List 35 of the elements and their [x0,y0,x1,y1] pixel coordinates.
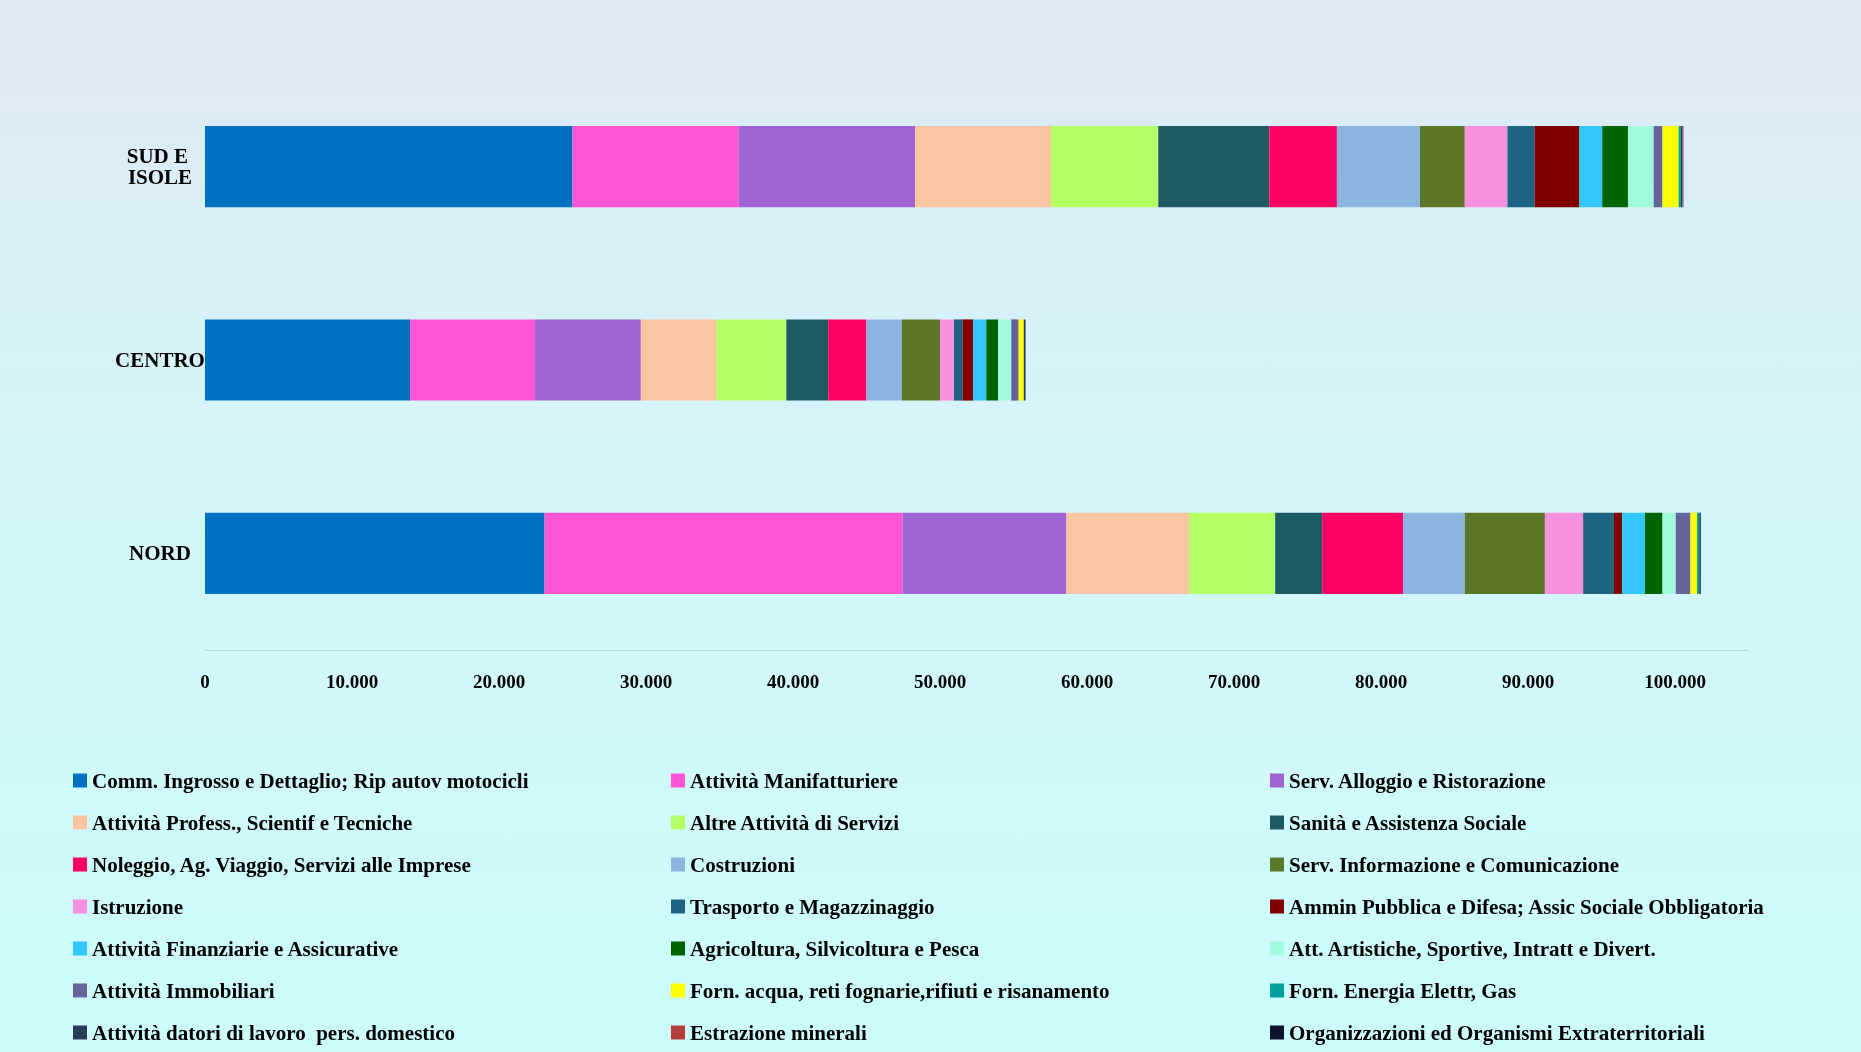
x-tick-label: 30.000 [619,671,673,692]
legend-label: Sanità e Assistenza Sociale [1289,810,1527,835]
legend-label: Altre Attività di Servizi [690,810,900,835]
x-tick-label: 60.000 [1060,671,1114,692]
x-tick-label: 100.000 [1644,671,1706,692]
legend-label: Serv. Informazione e Comunicazione [1289,852,1620,877]
y-tick-label: CENTRO [115,348,205,372]
legend-label: Organizzazioni ed Organismi Extraterritoriali [1289,1020,1705,1045]
legend-label: Attività Finanziarie e Assicurative [92,936,399,961]
legend-label: Istruzione [92,894,183,919]
legend-label: Attività Manifatturiere [690,768,898,793]
legend-label: Att. Artistiche, Sportive, Intratt e Divert. [1289,936,1656,961]
legend-label: Attività Profess., Scientif e Tecniche [92,810,413,835]
legend-label: Attività datori di lavoro pers. domestico [92,1020,455,1045]
legend-label: Costruzioni [690,852,796,877]
legend-label: Agricoltura, Silvicoltura e Pesca [690,936,980,961]
legend-label: Forn. acqua, reti fognarie,rifiuti e risanamento [690,978,1110,1003]
x-tick-label: 40.000 [766,671,820,692]
legend-label: Attività Immobiliari [92,978,275,1003]
legend-label: Estrazione minerali [690,1020,867,1045]
legend-label: Forn. Energia Elettr, Gas [1289,978,1517,1003]
legend-label: Comm. Ingrosso e Dettaglio; Rip autov motocicli [92,768,529,793]
x-tick-label: 70.000 [1207,671,1261,692]
legend-label: Noleggio, Ag. Viaggio, Servizi alle Imprese [92,852,471,877]
x-tick-label: 90.000 [1501,671,1555,692]
x-tick-label: 0 [200,671,210,692]
x-tick-label: 20.000 [472,671,526,692]
x-tick-label: 50.000 [913,671,967,692]
legend-label: Serv. Alloggio e Ristorazione [1289,768,1546,793]
legend-label: Trasporto e Magazzinaggio [690,894,935,919]
y-tick-label: SUD E ISOLE [126,144,194,190]
x-tick-label: 80.000 [1354,671,1408,692]
legend-label: Ammin Pubblica e Difesa; Assic Sociale Obbligatoria [1289,894,1765,919]
y-tick-label: NORD [129,541,191,566]
x-tick-label: 10.000 [325,671,379,692]
